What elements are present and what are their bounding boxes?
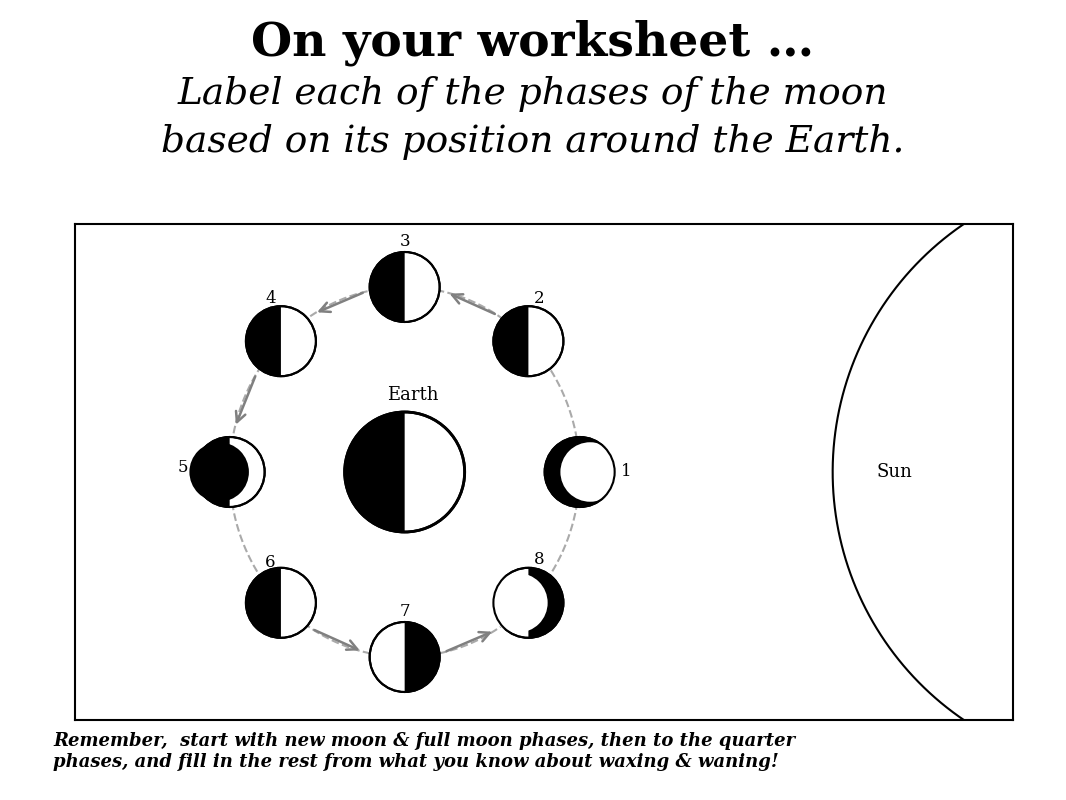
Circle shape bbox=[494, 306, 564, 376]
Circle shape bbox=[344, 412, 465, 532]
Circle shape bbox=[494, 568, 564, 638]
Wedge shape bbox=[344, 412, 405, 532]
Text: Label each of the phases of the moon: Label each of the phases of the moon bbox=[178, 76, 888, 112]
Text: 5: 5 bbox=[177, 458, 188, 475]
Wedge shape bbox=[494, 306, 529, 376]
Circle shape bbox=[545, 437, 615, 507]
Circle shape bbox=[561, 442, 620, 502]
Wedge shape bbox=[405, 622, 439, 692]
Circle shape bbox=[370, 622, 439, 692]
Wedge shape bbox=[246, 568, 281, 638]
Circle shape bbox=[545, 437, 615, 507]
Text: 7: 7 bbox=[400, 603, 410, 621]
Circle shape bbox=[195, 437, 264, 507]
Circle shape bbox=[370, 252, 439, 322]
Circle shape bbox=[246, 568, 316, 638]
Circle shape bbox=[488, 573, 548, 633]
Wedge shape bbox=[195, 437, 229, 507]
Text: Earth: Earth bbox=[387, 386, 438, 404]
Text: 3: 3 bbox=[400, 234, 410, 250]
Circle shape bbox=[190, 442, 248, 502]
Circle shape bbox=[246, 306, 316, 376]
Wedge shape bbox=[246, 306, 281, 376]
Text: On your worksheet …: On your worksheet … bbox=[252, 20, 814, 66]
Wedge shape bbox=[370, 252, 405, 322]
Text: 8: 8 bbox=[534, 551, 545, 568]
Text: 4: 4 bbox=[265, 290, 276, 306]
Wedge shape bbox=[529, 568, 564, 638]
Text: based on its position around the Earth.: based on its position around the Earth. bbox=[161, 124, 905, 160]
Text: 6: 6 bbox=[265, 554, 276, 571]
Text: 2: 2 bbox=[534, 290, 545, 306]
Text: Remember,  start with new moon & full moon phases, then to the quarter
phases, a: Remember, start with new moon & full moo… bbox=[53, 732, 795, 771]
Text: 1: 1 bbox=[621, 463, 632, 481]
Text: Sun: Sun bbox=[876, 463, 912, 481]
